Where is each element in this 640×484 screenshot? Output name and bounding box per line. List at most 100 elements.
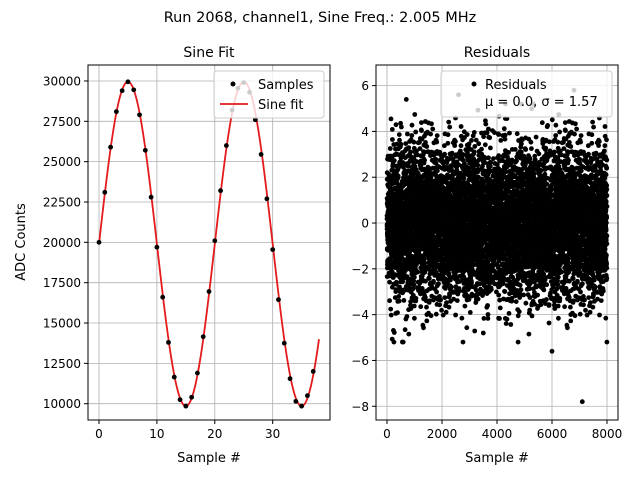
residual-point: [401, 340, 406, 345]
residual-point: [446, 132, 451, 137]
residual-point: [390, 137, 395, 142]
sine-fit-legend: Samples Sine fit: [214, 71, 324, 118]
residual-point: [452, 143, 457, 148]
residual-point: [516, 313, 521, 318]
residual-point: [428, 132, 433, 137]
residual-point: [472, 144, 477, 149]
sine-fit-line-layer: [99, 82, 319, 406]
residual-point: [444, 310, 449, 315]
residual-point: [485, 303, 490, 308]
residual-point: [399, 142, 404, 147]
sample-point: [183, 404, 188, 409]
legend-sine-fit-label: Sine fit: [258, 98, 304, 113]
residual-point: [503, 137, 508, 142]
residual-point: [461, 340, 466, 345]
residual-point: [409, 133, 414, 138]
residual-point: [389, 313, 394, 318]
x-tick-label: 20: [207, 427, 222, 441]
sample-point: [172, 375, 177, 380]
residual-point: [507, 131, 512, 136]
residual-point: [455, 298, 460, 303]
residual-point: [496, 132, 501, 137]
residual-point: [397, 138, 402, 143]
legend-samples-marker: [231, 82, 236, 87]
sine-fit-xlabel: Sample #: [177, 451, 241, 466]
residual-point: [496, 293, 501, 298]
sample-point: [311, 369, 316, 374]
residual-point: [453, 139, 458, 144]
residual-point: [387, 280, 392, 285]
residual-point: [410, 123, 415, 128]
sample-point: [160, 295, 165, 300]
sample-point: [207, 289, 212, 294]
residual-point: [483, 122, 488, 127]
residual-point: [515, 131, 520, 136]
residual-point: [459, 124, 464, 129]
sample-point: [120, 88, 125, 93]
y-tick-label: 12500: [43, 357, 81, 371]
residual-point: [489, 287, 494, 292]
residual-point: [516, 340, 521, 345]
sine-fit-title: Sine Fit: [183, 45, 235, 61]
residual-point: [397, 132, 402, 137]
residual-point: [449, 285, 454, 290]
residual-point: [491, 156, 496, 161]
sample-point: [189, 395, 194, 400]
residual-point: [502, 289, 507, 294]
residual-point: [412, 140, 417, 145]
y-tick-label: 15000: [43, 317, 81, 331]
residual-point: [439, 308, 444, 313]
residual-point: [397, 299, 402, 304]
residual-point: [421, 325, 426, 330]
residual-point: [388, 307, 393, 312]
residual-point: [431, 279, 436, 284]
residual-point: [514, 299, 519, 304]
residuals-title: Residuals: [464, 45, 530, 61]
sample-point: [131, 87, 136, 92]
sample-point: [166, 340, 171, 345]
sine-fit-ylabel: ADC Counts: [14, 203, 29, 281]
residual-point: [457, 289, 462, 294]
residual-point: [424, 305, 429, 310]
residual-point: [487, 135, 492, 140]
residual-point: [430, 127, 435, 132]
sample-point: [108, 145, 113, 150]
residual-point: [424, 144, 429, 149]
sample-point: [97, 240, 102, 245]
residual-point: [390, 127, 395, 132]
residual-point: [507, 311, 512, 316]
residual-point: [476, 297, 481, 302]
residual-point: [394, 122, 399, 127]
residual-point: [453, 313, 458, 318]
residual-point: [459, 143, 464, 148]
residual-point: [434, 312, 439, 317]
residual-point: [488, 146, 493, 151]
residual-point: [392, 340, 397, 345]
sample-point: [201, 334, 206, 339]
residual-point: [396, 174, 401, 179]
residual-point: [464, 325, 469, 330]
residual-point: [468, 310, 473, 315]
residual-point: [472, 329, 477, 334]
residual-point: [429, 121, 434, 126]
residual-point: [424, 319, 429, 324]
residual-point: [480, 293, 485, 298]
sample-point: [137, 112, 142, 117]
residual-point: [427, 276, 432, 281]
residual-point: [399, 125, 404, 130]
residual-point: [423, 261, 428, 266]
residual-point: [475, 163, 480, 168]
sample-point: [288, 376, 293, 381]
residual-point: [519, 150, 524, 155]
sample-point: [143, 148, 148, 153]
residual-point: [427, 298, 432, 303]
residual-point: [387, 298, 392, 303]
sample-point: [264, 196, 269, 201]
sample-point: [276, 297, 281, 302]
sample-point: [282, 341, 287, 346]
residual-point: [412, 112, 417, 117]
sample-point: [154, 245, 159, 250]
residual-point: [447, 305, 452, 310]
sample-point: [114, 109, 119, 114]
sample-point: [149, 195, 154, 200]
